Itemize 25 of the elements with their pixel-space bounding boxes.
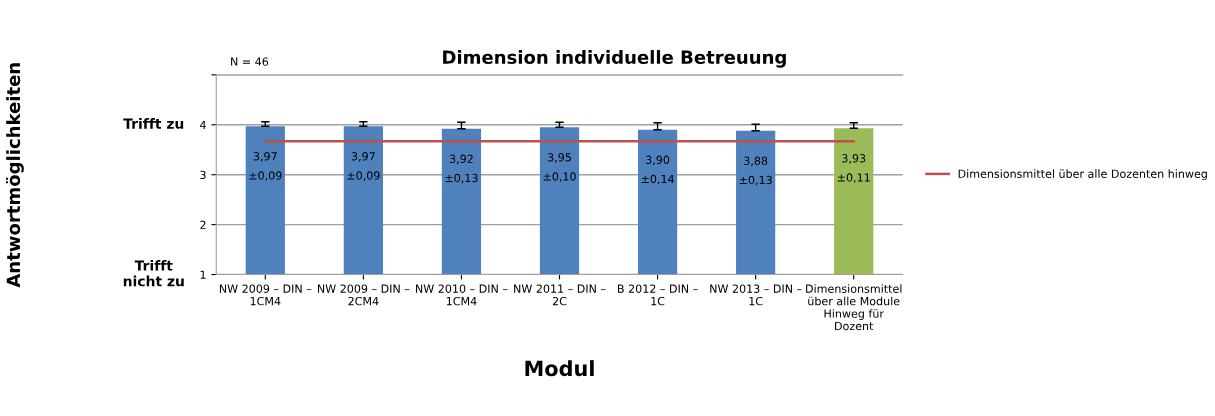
data-label: 3,93 ±0,11 (837, 154, 870, 183)
x-axis-title: Modul (525, 360, 594, 377)
y-tick-label: 3 (200, 170, 206, 180)
data-label: 3,92 ±0,13 (445, 154, 478, 184)
y-tick-label: 2 (200, 220, 206, 229)
x-tick-label: NW 2009 – DIN – 2CM4 (317, 284, 410, 306)
y-tick-label: 4 (200, 120, 206, 130)
data-label: 3,88 ±0,13 (739, 156, 772, 186)
x-tick-label: NW 2013 – DIN – 1C (710, 284, 802, 306)
data-label: 3,97 ±0,09 (249, 152, 282, 181)
data-label: 3,95 ±0,10 (543, 153, 576, 182)
x-tick-label: NW 2010 – DIN – 1CM4 (416, 284, 508, 306)
text: Antwortmöglichkeiten (5, 63, 24, 288)
legend-label: Dimensionsmittel über alle Dozenten hinweg (958, 169, 1207, 181)
y-tick-label: 1 (200, 270, 206, 279)
x-tick-label: NW 2011 – DIN – 2C (514, 284, 606, 306)
text: N = 46 (231, 57, 269, 66)
x-tick-label: NW 2009 – DIN – 1CM4 (219, 284, 312, 306)
chart-title: Dimension individuelle Betreuung (443, 50, 786, 68)
text: Trifft zu (123, 118, 184, 129)
text: Trifft nicht zu (123, 260, 184, 287)
data-label: 3,97 ±0,09 (347, 152, 380, 181)
x-tick-label: B 2012 – DIN – 1C (618, 284, 698, 306)
x-tick-label: Dimensionsmittel über alle Module Hinweg für Dozent (806, 284, 902, 331)
data-label: 3,90 ±0,14 (641, 155, 674, 185)
